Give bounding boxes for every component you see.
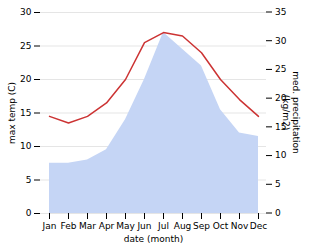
svg-text:20: 20 <box>275 93 287 103</box>
svg-text:May: May <box>116 221 135 231</box>
svg-text:20: 20 <box>20 74 32 84</box>
svg-text:Apr: Apr <box>99 221 115 231</box>
svg-text:Oct: Oct <box>213 221 229 231</box>
svg-text:Jan: Jan <box>42 221 57 231</box>
svg-text:Feb: Feb <box>61 221 77 231</box>
svg-text:Sep: Sep <box>193 221 210 231</box>
svg-text:30: 30 <box>20 7 32 17</box>
svg-text:25: 25 <box>275 64 286 74</box>
svg-text:15: 15 <box>275 121 287 132</box>
svg-text:10: 10 <box>20 141 32 151</box>
svg-text:0: 0 <box>26 208 32 218</box>
svg-text:15: 15 <box>20 108 31 118</box>
svg-text:30: 30 <box>275 36 287 46</box>
svg-text:Jun: Jun <box>136 221 151 231</box>
svg-text:Mar: Mar <box>79 221 96 231</box>
svg-text:0: 0 <box>275 208 281 218</box>
svg-text:5: 5 <box>26 175 32 185</box>
svg-text:Aug: Aug <box>174 221 192 231</box>
svg-text:5: 5 <box>275 179 281 189</box>
svg-text:Nov: Nov <box>231 221 249 231</box>
svg-text:10: 10 <box>275 150 287 160</box>
svg-text:Dec: Dec <box>250 221 267 231</box>
svg-text:25: 25 <box>20 41 31 51</box>
svg-text:med. precipitation(kg/m2): med. precipitation(kg/m2) <box>281 71 301 153</box>
svg-text:35: 35 <box>275 7 286 17</box>
svg-text:max temp (C): max temp (C) <box>7 82 17 144</box>
svg-text:Jul: Jul <box>157 221 169 231</box>
svg-text:date (month): date (month) <box>124 234 183 244</box>
